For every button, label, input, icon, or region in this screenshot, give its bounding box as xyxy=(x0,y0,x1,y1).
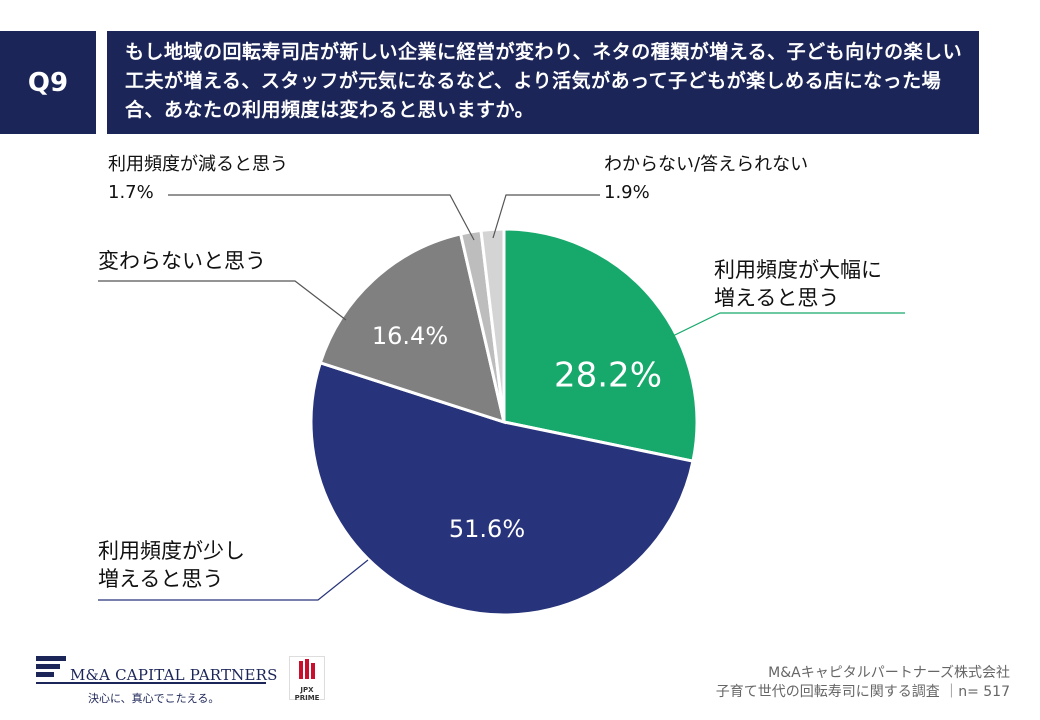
slice-category-label-5: わからない/答えられない xyxy=(604,154,808,175)
slice-value-label-5: 1.9% xyxy=(604,182,650,203)
footer-company: M&Aキャピタルパートナーズ株式会社 xyxy=(768,665,1010,681)
slice-value-label-3: 16.4% xyxy=(372,322,448,350)
leader-line-4 xyxy=(168,194,475,241)
slice-value-label-1: 28.2% xyxy=(554,356,662,396)
slice-category-label-2-line2: 増えると思う xyxy=(98,567,223,591)
slice-value-label-2: 51.6% xyxy=(449,515,525,543)
pie-chart: 28.2%利用頻度が大幅に増えると思う51.6%利用頻度が少し増えると思う16.… xyxy=(98,154,905,617)
leader-line-1 xyxy=(639,312,905,353)
pie-slices xyxy=(309,227,699,617)
pie-slice-5 xyxy=(479,227,506,423)
company-logo-name: M&A CAPITAL PARTNERS xyxy=(70,666,278,684)
company-logo-icon xyxy=(36,656,266,684)
jpx-logo-text: JPX PRIME xyxy=(289,686,325,702)
question-text: もし地域の回転寿司店が新しい企業に経営が変わり、ネタの種類が増える、子ども向けの… xyxy=(107,31,979,134)
leader-lines xyxy=(98,194,905,601)
footer: M&Aキャピタルパートナーズ株式会社 子育て世代の回転寿司に関する調査 ｜n= … xyxy=(716,664,1010,702)
jpx-logo-icon xyxy=(289,656,325,700)
company-tagline: 決心に、真心でこたえる。 xyxy=(88,692,220,705)
jpx-prime-label: PRIME xyxy=(294,694,320,702)
slice-category-label-1: 利用頻度が大幅に xyxy=(714,258,882,282)
chart-labels: 28.2%利用頻度が大幅に増えると思う51.6%利用頻度が少し増えると思う16.… xyxy=(98,154,882,591)
pie-slice-1 xyxy=(502,227,699,463)
leader-line-5 xyxy=(492,194,600,239)
jpx-label: JPX xyxy=(300,686,314,694)
pie-slice-2 xyxy=(309,360,695,617)
slice-category-label-2: 利用頻度が少し xyxy=(98,539,245,563)
leader-line-3 xyxy=(98,280,347,321)
slice-category-label-4: 利用頻度が減ると思う xyxy=(108,154,288,175)
slice-category-label-1-line2: 増えると思う xyxy=(714,286,839,310)
slice-value-label-4: 1.7% xyxy=(108,182,154,203)
leader-line-2 xyxy=(98,559,369,601)
slice-category-label-3: 変わらないと思う xyxy=(98,249,266,273)
question-number: Q9 xyxy=(0,31,96,134)
footer-survey: 子育て世代の回転寿司に関する調査 ｜n= 517 xyxy=(715,684,1010,700)
pie-slice-3 xyxy=(318,232,507,425)
